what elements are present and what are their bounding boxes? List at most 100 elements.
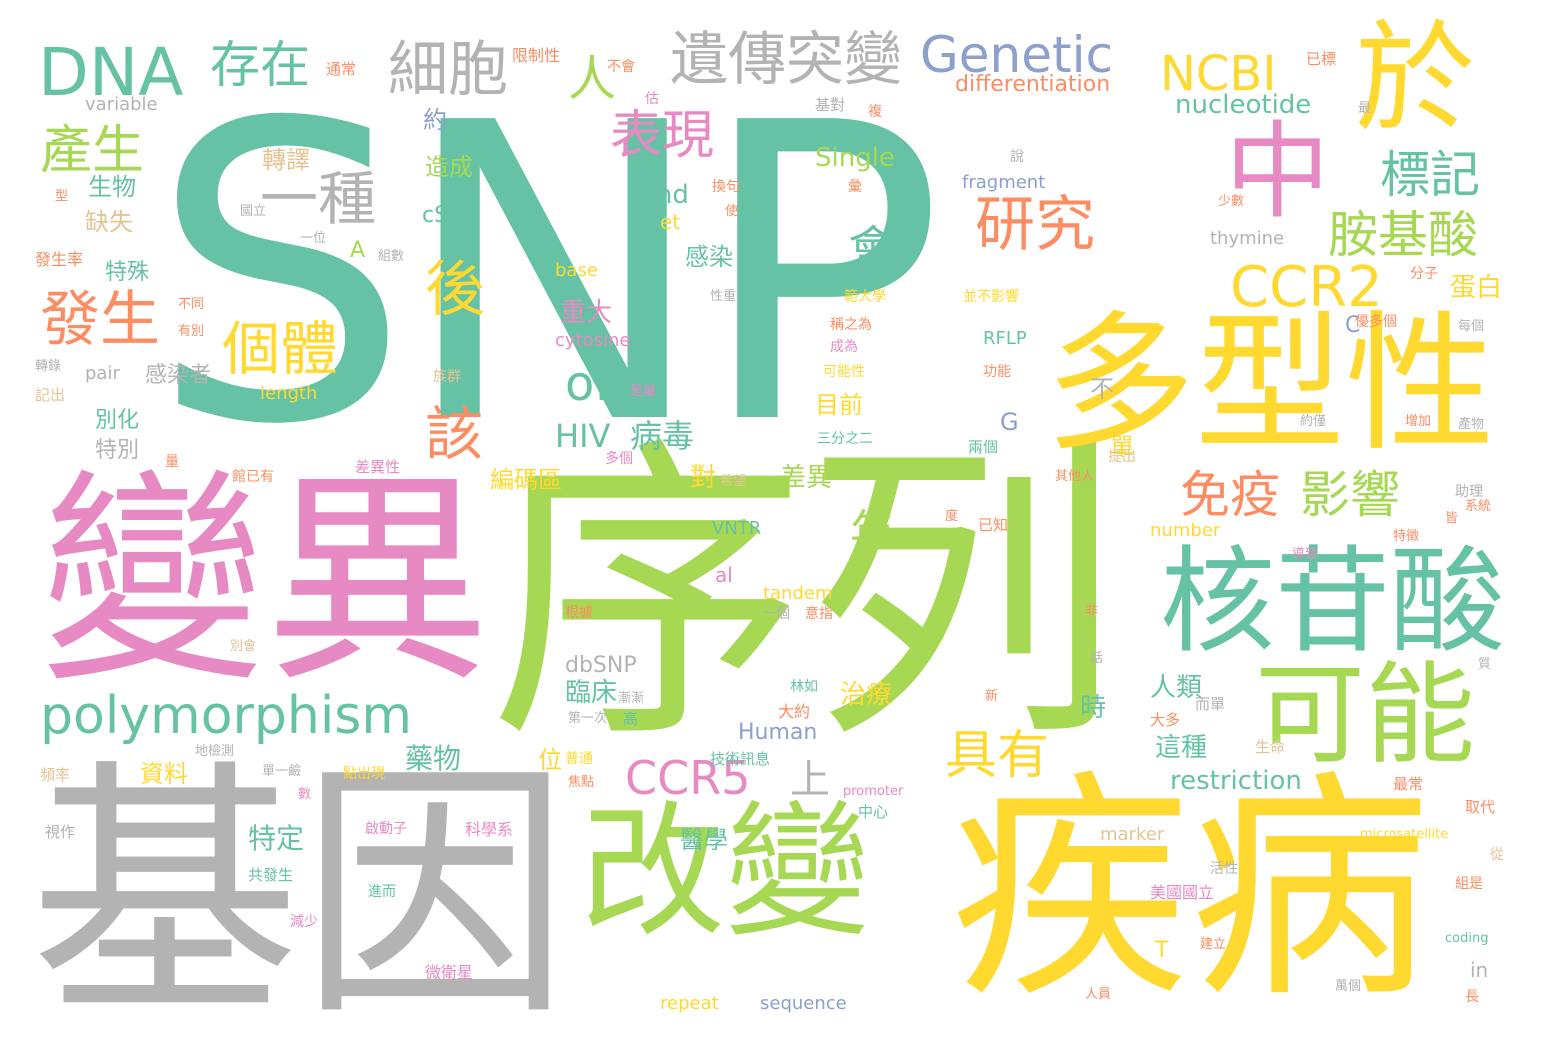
word-bingdu: 病毒: [630, 417, 695, 455]
word-mianyi: 免疫: [1180, 466, 1280, 524]
word-yu: 於: [1355, 10, 1475, 149]
word-ccr5: CCR5: [625, 751, 751, 805]
word-in: in: [1470, 958, 1489, 982]
word-fasheng: 發生: [40, 285, 160, 355]
word-ncbi: NCBI: [1160, 46, 1277, 102]
word-gaibian: 改變: [580, 788, 870, 957]
word-genju: 根據: [565, 605, 593, 621]
word-jiduii: 基對: [815, 96, 846, 114]
word-wange: 萬個: [1335, 979, 1362, 994]
word-xitong: 系統: [1465, 499, 1492, 514]
word-bianyi: 變異: [40, 451, 490, 713]
word-nian: 年: [850, 506, 894, 557]
word-danbai: 蛋白: [1450, 273, 1503, 303]
word-zuichang: 最常: [1393, 775, 1424, 793]
word-dan: 單: [1110, 433, 1134, 461]
word-yizhi: 已知: [978, 516, 1009, 534]
word-daozhi: 導致: [1292, 547, 1319, 562]
word-ganranzhe: 感染者: [145, 363, 212, 388]
word-shi: 時: [1080, 693, 1107, 723]
word-hui: 會: [848, 221, 898, 279]
word-qudai: 取代: [1465, 798, 1496, 816]
word-cytosine: cytosine: [555, 330, 631, 351]
word-youbie: 有別: [178, 324, 205, 339]
word-fashengl: 發生率: [35, 250, 84, 269]
word-shuo: 說: [1010, 149, 1024, 165]
word-base: base: [555, 260, 598, 281]
word-erdan: 而單: [1195, 695, 1226, 713]
word-yixue: 醫學: [680, 826, 728, 854]
word-zhuli: 助理: [1455, 484, 1483, 500]
word-thymine: thymine: [1210, 228, 1285, 249]
word-yichuantubian: 遺傳突變: [670, 25, 903, 93]
word-youshu: 優多個: [1355, 314, 1397, 330]
word-gongneng: 功能: [983, 364, 1011, 380]
word-kenengxing: 可能性: [823, 364, 865, 380]
word-polymorphism: polymorphism: [40, 686, 413, 746]
word-yizhong: 一種: [260, 165, 377, 233]
word-anjisuan: 胺基酸: [1328, 206, 1478, 264]
word-yue: 約: [423, 106, 447, 134]
word-chayi: 差異: [780, 463, 833, 493]
word-butong: 不同: [178, 297, 205, 312]
word-marker: marker: [1100, 824, 1165, 845]
word-pair: pair: [85, 363, 120, 384]
word-meiguoguoli: 美國國立: [1150, 883, 1215, 902]
word-shu: 數: [298, 787, 312, 802]
word-letter-a: A: [350, 238, 366, 263]
word-zhongda: 重大: [560, 298, 613, 328]
word-letter-c: C: [1345, 313, 1361, 338]
word-biaoxian: 表現: [610, 106, 715, 166]
word-shang: 上: [790, 757, 830, 803]
word-juyou: 具有: [945, 726, 1050, 786]
word-guoli: 國立: [240, 204, 267, 219]
word-hiv: HIV: [555, 417, 611, 455]
word-shiqu: 是屬: [630, 384, 657, 399]
word-jichu: 記出: [35, 386, 66, 404]
word-ganran: 感染: [685, 243, 733, 271]
word-cunzai: 存在: [210, 36, 310, 94]
word-renlei: 人類: [1150, 673, 1203, 703]
word-yingxiang: 影響: [1300, 466, 1400, 524]
word-ren: 人: [568, 51, 617, 107]
word-restriction: restriction: [1170, 766, 1302, 796]
word-sanfenzhier: 三分之二: [817, 431, 873, 447]
word-tezheng: 特徵: [1393, 529, 1420, 544]
word-biehui: 別會: [230, 639, 257, 654]
word-yiwei: 一位: [300, 231, 327, 246]
word-gongfasheng: 共發生: [248, 866, 294, 884]
word-zuqun: 族群: [433, 369, 461, 385]
word-et: et: [660, 210, 681, 234]
word-and: and: [640, 180, 689, 210]
word-chayixing: 差異性: [355, 458, 401, 476]
word-teding: 特定: [248, 822, 305, 855]
word-wei: 位: [538, 746, 562, 774]
word-yizhiyi: 意指: [805, 606, 833, 622]
word-zengjia: 增加: [1405, 414, 1432, 429]
word-number: number: [1150, 520, 1221, 541]
word-jianshao: 減少: [290, 914, 318, 930]
word-guanyiyou: 館已有: [232, 469, 274, 485]
word-vntr: VNTR: [712, 518, 762, 539]
word-tichu: 提出: [1108, 449, 1136, 465]
word-linru: 林如: [790, 679, 818, 695]
word-al: al: [715, 563, 733, 587]
word-meige: 每個: [1458, 319, 1485, 334]
word-getiv: 個體: [222, 315, 339, 383]
word-zhongxin: 中心: [858, 803, 889, 821]
word-danyijian: 單一鹼: [262, 764, 302, 779]
word-kexuexi: 科學系: [465, 820, 514, 839]
word-tongchang: 通常: [326, 60, 357, 78]
word-linchuang: 臨床: [565, 678, 618, 708]
word-xiwang: 希望: [720, 474, 747, 489]
word-jiaodian: 焦點: [568, 775, 595, 790]
word-dijiance: 地檢測: [195, 744, 235, 759]
word-differentiation: differentiation: [955, 72, 1111, 97]
word-zushi: 組是: [1455, 876, 1483, 892]
word-shizuo: 視作: [45, 823, 76, 841]
word-jianli: 建立: [1200, 937, 1227, 952]
word-zhi: 質: [1478, 657, 1492, 672]
word-fei: 非: [1085, 604, 1099, 619]
word-yaowu: 藥物: [405, 742, 462, 775]
word-hou: 後: [425, 255, 485, 325]
